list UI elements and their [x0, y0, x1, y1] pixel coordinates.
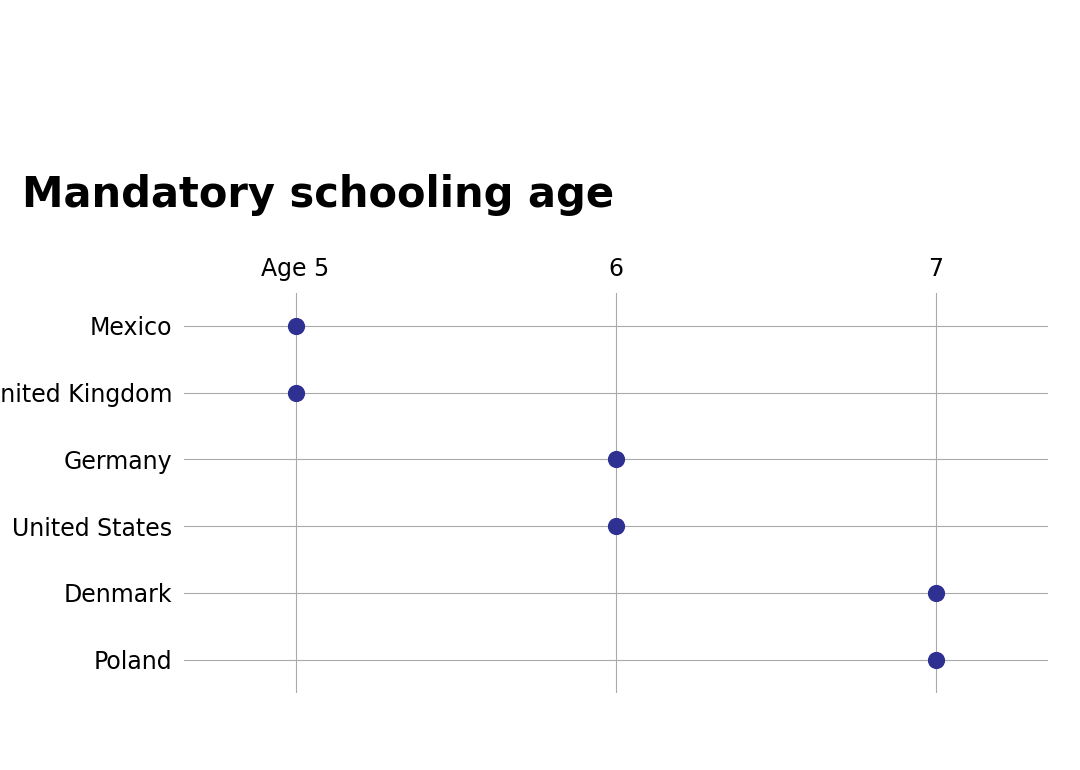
Point: [927, 654, 944, 666]
Point: [607, 520, 624, 532]
Point: [927, 587, 944, 599]
Text: Mandatory schooling age: Mandatory schooling age: [22, 173, 613, 216]
Point: [607, 454, 624, 466]
Point: [287, 320, 305, 332]
Point: [287, 387, 305, 399]
